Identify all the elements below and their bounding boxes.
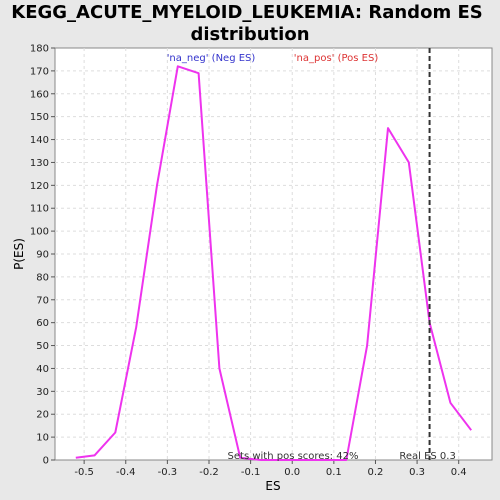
y-tick-label: 10: [36, 433, 49, 444]
x-tick-label: 0.3: [409, 467, 425, 478]
y-tick-label: 140: [30, 135, 49, 146]
y-tick-label: 80: [36, 272, 49, 283]
y-tick-label: 20: [36, 410, 49, 421]
legend-neg-es: 'na_neg' (Neg ES): [167, 53, 256, 64]
y-tick-label: 40: [36, 364, 49, 375]
es-distribution-line: [75, 65, 472, 461]
y-tick-label: 100: [30, 227, 49, 238]
y-tick-label: 160: [30, 89, 49, 100]
y-tick-label: 180: [30, 44, 49, 55]
y-tick-label: 30: [36, 387, 49, 398]
x-tick-label: -0.3: [158, 467, 178, 478]
x-tick-label: -0.1: [241, 467, 261, 478]
real-es-label: Real ES 0.3: [399, 451, 455, 462]
legend-pos-es: 'na_pos' (Pos ES): [294, 53, 379, 64]
chart-title-line-1: KEGG_ACUTE_MYELOID_LEUKEMIA: Random ES: [11, 2, 482, 23]
y-tick-label: 50: [36, 341, 49, 352]
series-layer: [75, 65, 472, 461]
y-tick-label: 110: [30, 204, 49, 215]
y-tick-label: 70: [36, 295, 49, 306]
x-tick-label: 0.1: [326, 467, 342, 478]
x-tick-label: 0.0: [284, 467, 300, 478]
pos-score-annotation: Sets with pos scores: 42%: [228, 451, 359, 462]
x-tick-label: 0.4: [451, 467, 467, 478]
axes: 0 10 20 30 40 50 60 70 80 90 100 110 120 130 140 150 160…: [30, 44, 467, 479]
y-tick-label: 170: [30, 66, 49, 77]
y-tick-label: 60: [36, 318, 49, 329]
chart-title-line-2: distribution: [190, 24, 309, 45]
y-tick-label: 120: [30, 181, 49, 192]
y-tick-label: 130: [30, 158, 49, 169]
y-tick-label: 0: [43, 456, 49, 467]
x-tick-label: -0.2: [199, 467, 219, 478]
x-tick-label: -0.5: [74, 467, 94, 478]
x-axis-label: ES: [265, 479, 280, 493]
y-tick-label: 90: [36, 250, 49, 261]
y-axis-label: P(ES): [12, 238, 26, 270]
marker-layer: Real ES 0.3: [399, 48, 456, 462]
grid: [55, 48, 492, 460]
x-tick-label: -0.4: [116, 467, 136, 478]
y-tick-label: 150: [30, 112, 49, 123]
x-tick-label: 0.2: [368, 467, 384, 478]
